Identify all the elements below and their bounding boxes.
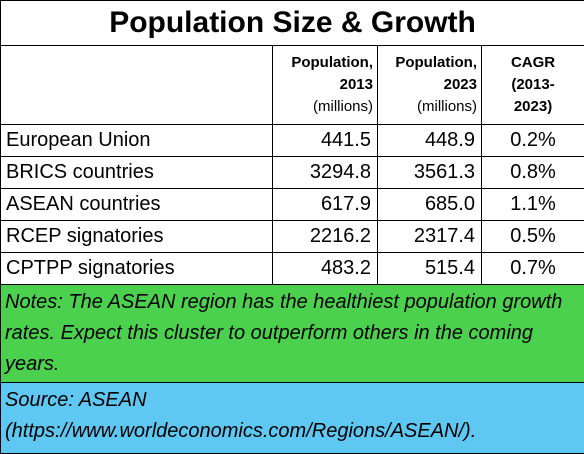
- cell-cagr: 0.8%: [482, 157, 584, 189]
- cell-pop-2023: 448.9: [378, 125, 482, 157]
- cell-pop-2013: 483.2: [273, 253, 378, 285]
- source-cell: Source: ASEAN (https://www.worldeconomic…: [1, 383, 584, 454]
- notes-cell: Notes: The ASEAN region has the healthie…: [1, 285, 584, 383]
- header-row: Population, 2013 (millions) Population, …: [1, 46, 584, 125]
- table-row: RCEP signatories 2216.2 2317.4 0.5%: [1, 221, 584, 253]
- cell-pop-2013: 441.5: [273, 125, 378, 157]
- cell-pop-2013: 617.9: [273, 189, 378, 221]
- cell-pop-2023: 515.4: [378, 253, 482, 285]
- table-row: European Union 441.5 448.9 0.2%: [1, 125, 584, 157]
- cell-cagr: 0.2%: [482, 125, 584, 157]
- header-pop-2023: Population, 2023 (millions): [378, 46, 482, 125]
- header-pop-2013: Population, 2013 (millions): [273, 46, 378, 125]
- cell-pop-2013: 2216.2: [273, 221, 378, 253]
- header-empty-cell: [1, 46, 273, 125]
- cell-pop-2013: 3294.8: [273, 157, 378, 189]
- cell-pop-2023: 2317.4: [378, 221, 482, 253]
- cell-cagr: 0.7%: [482, 253, 584, 285]
- header-cagr: CAGR (2013- 2023): [482, 46, 584, 125]
- row-label: CPTPP signatories: [1, 253, 273, 285]
- row-label: ASEAN countries: [1, 189, 273, 221]
- table-row: BRICS countries 3294.8 3561.3 0.8%: [1, 157, 584, 189]
- cell-pop-2023: 685.0: [378, 189, 482, 221]
- cell-pop-2023: 3561.3: [378, 157, 482, 189]
- cell-cagr: 0.5%: [482, 221, 584, 253]
- cell-cagr: 1.1%: [482, 189, 584, 221]
- row-label: BRICS countries: [1, 157, 273, 189]
- table-title: Population Size & Growth: [1, 1, 584, 46]
- table-row: ASEAN countries 617.9 685.0 1.1%: [1, 189, 584, 221]
- row-label: European Union: [1, 125, 273, 157]
- row-label: RCEP signatories: [1, 221, 273, 253]
- table-row: CPTPP signatories 483.2 515.4 0.7%: [1, 253, 584, 285]
